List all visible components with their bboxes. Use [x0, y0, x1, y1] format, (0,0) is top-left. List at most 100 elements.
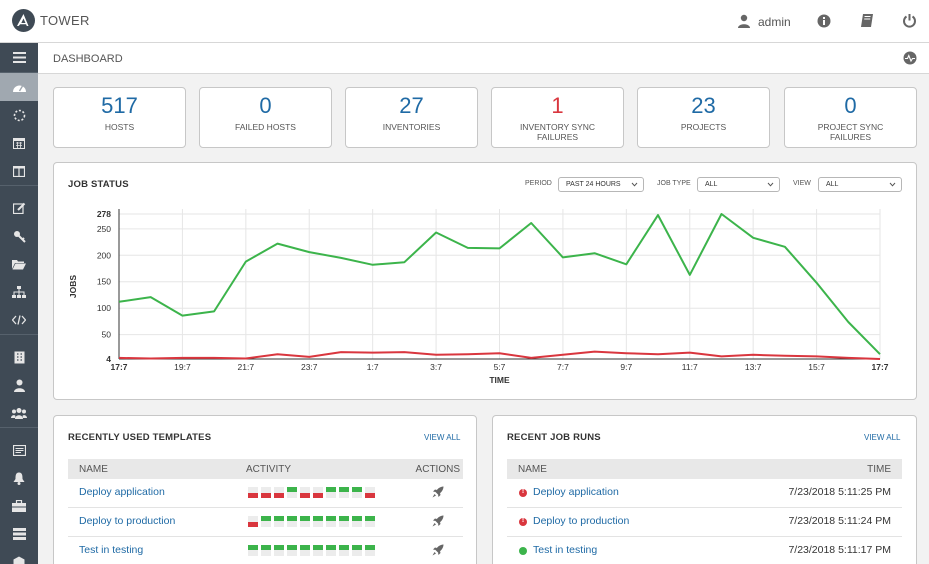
- count-value: 23: [691, 93, 716, 118]
- info-icon[interactable]: [817, 14, 831, 33]
- activity-success-bar[interactable]: [287, 545, 297, 556]
- x-tick-label: 15:7: [808, 362, 825, 372]
- count-value: 0: [844, 93, 857, 118]
- x-tick-label: 3:7: [430, 362, 442, 372]
- view-select[interactable]: ALL: [818, 177, 902, 192]
- x-tick-label: 17:7: [110, 362, 127, 372]
- job-status-chart: 4 50 100 150 200 250 278 17:7 19:7 21:7 23:7 1:7 3:7…: [68, 209, 889, 385]
- job-failed-status-icon[interactable]: [519, 488, 527, 497]
- job-runs-view-all-link[interactable]: VIEW ALL: [864, 433, 901, 442]
- activity-success-bar[interactable]: [339, 487, 349, 498]
- x-tick-label: 23:7: [301, 362, 318, 372]
- sidebar: [0, 43, 38, 564]
- logout-icon[interactable]: [902, 13, 917, 33]
- activity-success-bar[interactable]: [300, 545, 310, 556]
- activity-success-bar[interactable]: [352, 545, 362, 556]
- projects-count-card[interactable]: 23 PROJECTS: [637, 87, 770, 148]
- activity-failed-bar[interactable]: [248, 487, 258, 498]
- job-failed-status-icon[interactable]: [519, 517, 527, 526]
- teams-icon[interactable]: [0, 399, 38, 427]
- activity-success-bar[interactable]: [313, 516, 323, 527]
- count-label: FAILED HOSTS: [235, 122, 296, 132]
- column-header-name[interactable]: NAME: [79, 464, 108, 475]
- template-name-link[interactable]: Test in testing: [79, 544, 144, 556]
- template-name-link[interactable]: Deploy to production: [79, 515, 176, 527]
- table-row: Deploy to production 7/23/2018 5:11:24 PM: [507, 508, 902, 537]
- count-label: INVENTORIES: [382, 122, 441, 132]
- job-finished-time: 7/23/2018 5:11:24 PM: [788, 515, 891, 527]
- inventory-sync-failures-count-card[interactable]: 1 INVENTORY SYNC FAILURES: [491, 87, 624, 148]
- activity-failed-bar[interactable]: [248, 516, 258, 527]
- activity-failed-bar[interactable]: [300, 487, 310, 498]
- current-user[interactable]: admin: [758, 15, 791, 29]
- activity-success-bar[interactable]: [352, 487, 362, 498]
- inventories-icon[interactable]: [0, 278, 38, 306]
- activity-success-bar[interactable]: [274, 516, 284, 527]
- activity-success-bar[interactable]: [326, 516, 336, 527]
- job-type-select[interactable]: ALL: [697, 177, 780, 192]
- job-name-link[interactable]: Deploy application: [533, 486, 619, 498]
- activity-success-bar[interactable]: [326, 545, 336, 556]
- portal-icon[interactable]: [0, 157, 38, 185]
- notifications-icon[interactable]: [0, 464, 38, 492]
- applications-icon[interactable]: [0, 548, 38, 564]
- jobs-icon[interactable]: [0, 101, 38, 129]
- projects-icon[interactable]: [0, 250, 38, 278]
- failed-hosts-count-card[interactable]: 0 FAILED HOSTS: [199, 87, 332, 148]
- activity-success-bar[interactable]: [261, 545, 271, 556]
- project-sync-failures-count-card[interactable]: 0 PROJECT SYNC FAILURES: [784, 87, 917, 148]
- activity-success-bar[interactable]: [365, 545, 375, 556]
- user-icon[interactable]: [738, 14, 750, 33]
- activity-failed-bar[interactable]: [313, 487, 323, 498]
- activity-stream-icon[interactable]: [903, 51, 917, 70]
- ansible-logo-icon[interactable]: [12, 9, 35, 32]
- launch-rocket-icon[interactable]: [432, 515, 444, 527]
- table-row: Deploy application 7/23/2018 5:11:25 PM: [507, 479, 902, 508]
- column-header-time[interactable]: TIME: [867, 464, 891, 475]
- activity-success-bar[interactable]: [326, 487, 336, 498]
- inventories-count-card[interactable]: 27 INVENTORIES: [345, 87, 478, 148]
- activity-success-bar[interactable]: [248, 545, 258, 556]
- activity-success-bar[interactable]: [300, 516, 310, 527]
- hosts-count-card[interactable]: 517 HOSTS: [53, 87, 186, 148]
- activity-success-bar[interactable]: [287, 516, 297, 527]
- job-name-link[interactable]: Test in testing: [533, 544, 598, 556]
- column-header-name[interactable]: NAME: [518, 464, 547, 475]
- activity-failed-bar[interactable]: [261, 487, 271, 498]
- activity-failed-bar[interactable]: [365, 487, 375, 498]
- count-label: INVENTORY SYNC FAILURES: [519, 122, 596, 142]
- brand-name[interactable]: TOWER: [40, 13, 90, 28]
- job-name-link[interactable]: Deploy to production: [533, 515, 630, 527]
- activity-success-bar[interactable]: [287, 487, 297, 498]
- activity-success-bar[interactable]: [339, 545, 349, 556]
- activity-success-bar[interactable]: [313, 545, 323, 556]
- menu-icon[interactable]: [0, 43, 38, 71]
- organizations-icon[interactable]: [0, 343, 38, 371]
- credential-types-icon[interactable]: [0, 436, 38, 464]
- activity-failed-bar[interactable]: [274, 487, 284, 498]
- users-icon[interactable]: [0, 371, 38, 399]
- y-tick-label: 278: [97, 209, 111, 219]
- dashboard-icon[interactable]: [0, 73, 38, 101]
- period-select[interactable]: PAST 24 HOURS: [558, 177, 644, 192]
- activity-success-bar[interactable]: [261, 516, 271, 527]
- count-label: HOSTS: [104, 122, 135, 132]
- credentials-icon[interactable]: [0, 222, 38, 250]
- instance-groups-icon[interactable]: [0, 520, 38, 548]
- templates-icon[interactable]: [0, 194, 38, 222]
- launch-rocket-icon[interactable]: [432, 486, 444, 498]
- y-axis-title: JOBS: [68, 275, 78, 298]
- management-jobs-icon[interactable]: [0, 492, 38, 520]
- launch-rocket-icon[interactable]: [432, 544, 444, 556]
- documentation-icon[interactable]: [860, 13, 874, 33]
- template-name-link[interactable]: Deploy application: [79, 486, 165, 498]
- templates-view-all-link[interactable]: VIEW ALL: [424, 433, 461, 442]
- activity-success-bar[interactable]: [339, 516, 349, 527]
- inventory-scripts-icon[interactable]: [0, 306, 38, 334]
- schedules-icon[interactable]: [0, 129, 38, 157]
- activity-success-bar[interactable]: [365, 516, 375, 527]
- templates-table-header: NAME ACTIVITY ACTIONS: [68, 459, 463, 479]
- activity-success-bar[interactable]: [274, 545, 284, 556]
- activity-success-bar[interactable]: [352, 516, 362, 527]
- job-success-status-icon[interactable]: [519, 547, 527, 555]
